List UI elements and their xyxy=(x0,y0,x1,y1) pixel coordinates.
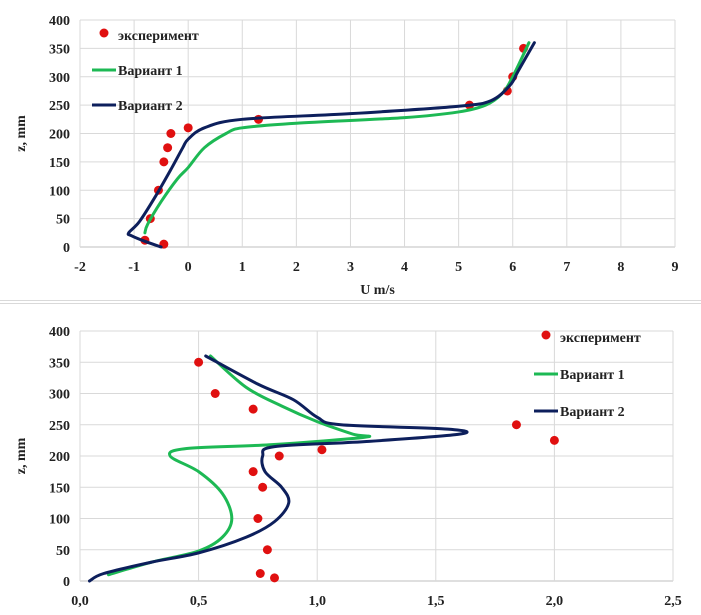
x-tick-label: 4 xyxy=(401,260,408,275)
y-tick-label: 400 xyxy=(49,325,70,340)
y-tick-label: 100 xyxy=(49,513,70,528)
x-tick-label: 6 xyxy=(509,260,516,275)
data-point xyxy=(274,451,284,461)
y-tick-label: 100 xyxy=(49,184,70,199)
y-tick-label: 0 xyxy=(63,241,70,256)
data-point xyxy=(253,514,263,523)
y-axis-label: z, mm xyxy=(14,437,29,474)
legend-marker-swatch xyxy=(541,330,551,340)
x-tick-label: 5 xyxy=(455,260,462,275)
x-tick-label: 2,0 xyxy=(546,594,564,609)
data-point xyxy=(255,569,265,578)
data-point xyxy=(262,545,272,555)
x-tick-label: -1 xyxy=(128,260,140,275)
y-tick-label: 250 xyxy=(49,419,70,434)
y-axis-label: z, mm xyxy=(14,115,29,152)
velocity-chart-panel: 0 50 100 150 200 250 300 350 400 -2 -1 0 1 2 3 4 5 6 7 8 9 z,… xyxy=(0,0,701,301)
series-line-2 xyxy=(126,41,536,249)
x-tick-label: 2,5 xyxy=(664,594,682,609)
data-point xyxy=(210,389,220,398)
legend-label: Вариант 2 xyxy=(560,405,625,420)
legend-label: Вариант 1 xyxy=(118,64,183,79)
data-point xyxy=(248,404,258,414)
x-tick-label: 9 xyxy=(672,260,679,275)
data-point xyxy=(270,573,280,583)
series-line-1 xyxy=(143,41,531,235)
data-point xyxy=(166,129,176,138)
y-tick-label: 200 xyxy=(49,450,70,465)
data-point xyxy=(511,420,521,430)
y-tick-label: 150 xyxy=(49,481,70,496)
x-tick-label: 2 xyxy=(293,260,300,275)
x-tick-label: -2 xyxy=(74,260,86,275)
second-profile-chart: 0 50 100 150 200 250 300 350 400 0,0 0,5 1,0 1,5 2,0 2… xyxy=(14,325,682,609)
y-tick-label: 150 xyxy=(49,156,70,171)
x-tick-label: 3 xyxy=(347,260,354,275)
data-point xyxy=(248,467,258,477)
x-tick-label: 0,5 xyxy=(190,594,208,609)
y-tick-label: 350 xyxy=(49,356,70,371)
y-tick-label: 300 xyxy=(49,388,70,403)
series-line-2 xyxy=(87,354,469,583)
x-tick-label: 1 xyxy=(239,260,246,275)
x-tick-label: 1,5 xyxy=(427,594,445,609)
x-tick-label: 0 xyxy=(185,260,192,275)
x-tick-label: 8 xyxy=(617,260,624,275)
data-point xyxy=(163,143,173,153)
y-tick-label: 50 xyxy=(56,213,70,228)
y-tick-label: 250 xyxy=(49,99,70,114)
velocity-chart: 0 50 100 150 200 250 300 350 400 -2 -1 0 1 2 3 4 5 6 7 8 9 z,… xyxy=(14,14,679,298)
data-point xyxy=(317,445,327,455)
legend-label: Вариант 1 xyxy=(560,368,625,383)
y-tick-label: 200 xyxy=(49,128,70,143)
y-tick-label: 50 xyxy=(56,544,70,559)
data-point xyxy=(258,482,268,492)
data-point xyxy=(159,157,169,167)
x-axis-label: U m/s xyxy=(360,283,395,298)
data-point xyxy=(183,123,193,133)
y-tick-label: 400 xyxy=(49,14,70,29)
x-tick-label: 0,0 xyxy=(71,594,89,609)
series-line-1 xyxy=(106,354,372,577)
x-tick-label: 7 xyxy=(563,260,570,275)
legend-label: эксперимент xyxy=(560,331,641,346)
y-tick-label: 0 xyxy=(63,575,70,590)
x-tick-label: 1,0 xyxy=(308,594,326,609)
data-point xyxy=(549,435,559,445)
y-tick-label: 350 xyxy=(49,42,70,57)
data-point xyxy=(194,357,204,367)
legend-label: Вариант 2 xyxy=(118,99,183,114)
legend-marker-swatch xyxy=(99,28,109,38)
legend-label: эксперимент xyxy=(118,29,199,44)
y-tick-label: 300 xyxy=(49,71,70,86)
turbulence-chart-panel: 0 50 100 150 200 250 300 350 400 0,0 0,5 1,0 1,5 2,0 2… xyxy=(0,303,701,610)
